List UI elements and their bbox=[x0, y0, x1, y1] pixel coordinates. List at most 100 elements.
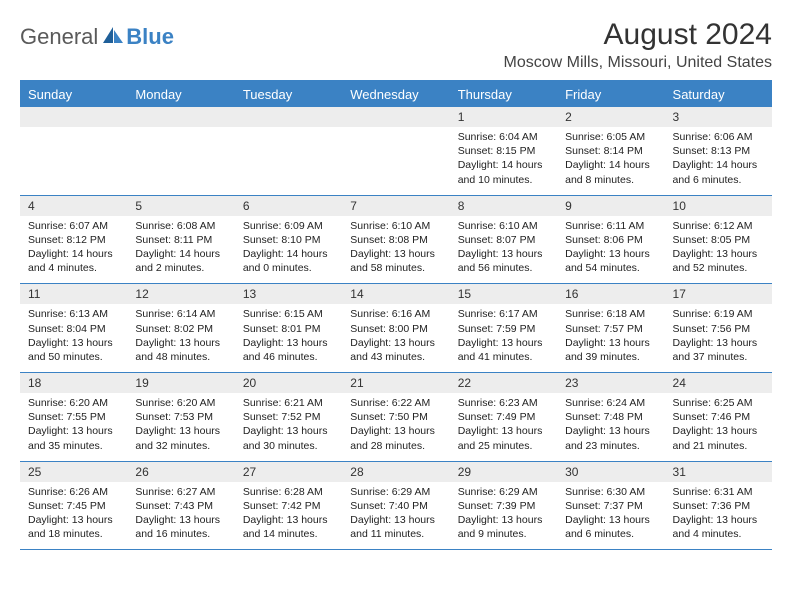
sunrise-text: Sunrise: 6:08 AM bbox=[135, 219, 226, 233]
day-number bbox=[235, 107, 342, 127]
day-details: Sunrise: 6:08 AMSunset: 8:11 PMDaylight:… bbox=[127, 216, 234, 284]
day-cell: 21Sunrise: 6:22 AMSunset: 7:50 PMDayligh… bbox=[342, 373, 449, 461]
day-number: 7 bbox=[342, 196, 449, 216]
day-number: 4 bbox=[20, 196, 127, 216]
daylight-text: Daylight: 13 hours and 32 minutes. bbox=[135, 424, 226, 452]
week-row: 18Sunrise: 6:20 AMSunset: 7:55 PMDayligh… bbox=[20, 373, 772, 462]
day-number: 2 bbox=[557, 107, 664, 127]
sunrise-text: Sunrise: 6:18 AM bbox=[565, 307, 656, 321]
day-details: Sunrise: 6:16 AMSunset: 8:00 PMDaylight:… bbox=[342, 304, 449, 372]
week-row: 11Sunrise: 6:13 AMSunset: 8:04 PMDayligh… bbox=[20, 284, 772, 373]
day-number: 23 bbox=[557, 373, 664, 393]
sunrise-text: Sunrise: 6:04 AM bbox=[458, 130, 549, 144]
daynames-row: SundayMondayTuesdayWednesdayThursdayFrid… bbox=[20, 82, 772, 107]
daylight-text: Daylight: 13 hours and 30 minutes. bbox=[243, 424, 334, 452]
sunrise-text: Sunrise: 6:13 AM bbox=[28, 307, 119, 321]
sunset-text: Sunset: 7:42 PM bbox=[243, 499, 334, 513]
daylight-text: Daylight: 13 hours and 35 minutes. bbox=[28, 424, 119, 452]
sunrise-text: Sunrise: 6:21 AM bbox=[243, 396, 334, 410]
day-cell: 29Sunrise: 6:29 AMSunset: 7:39 PMDayligh… bbox=[450, 462, 557, 550]
daylight-text: Daylight: 13 hours and 52 minutes. bbox=[673, 247, 764, 275]
day-details: Sunrise: 6:24 AMSunset: 7:48 PMDaylight:… bbox=[557, 393, 664, 461]
day-details: Sunrise: 6:23 AMSunset: 7:49 PMDaylight:… bbox=[450, 393, 557, 461]
daylight-text: Daylight: 13 hours and 54 minutes. bbox=[565, 247, 656, 275]
sunset-text: Sunset: 7:59 PM bbox=[458, 322, 549, 336]
day-details: Sunrise: 6:26 AMSunset: 7:45 PMDaylight:… bbox=[20, 482, 127, 550]
sunrise-text: Sunrise: 6:29 AM bbox=[350, 485, 441, 499]
day-cell: 7Sunrise: 6:10 AMSunset: 8:08 PMDaylight… bbox=[342, 196, 449, 284]
dayname-header: Saturday bbox=[665, 82, 772, 107]
day-cell: 17Sunrise: 6:19 AMSunset: 7:56 PMDayligh… bbox=[665, 284, 772, 372]
day-cell: 14Sunrise: 6:16 AMSunset: 8:00 PMDayligh… bbox=[342, 284, 449, 372]
day-number: 28 bbox=[342, 462, 449, 482]
sunset-text: Sunset: 7:40 PM bbox=[350, 499, 441, 513]
day-details: Sunrise: 6:11 AMSunset: 8:06 PMDaylight:… bbox=[557, 216, 664, 284]
sunrise-text: Sunrise: 6:23 AM bbox=[458, 396, 549, 410]
sunrise-text: Sunrise: 6:17 AM bbox=[458, 307, 549, 321]
weeks-container: 1Sunrise: 6:04 AMSunset: 8:15 PMDaylight… bbox=[20, 107, 772, 550]
day-number: 13 bbox=[235, 284, 342, 304]
sunset-text: Sunset: 7:39 PM bbox=[458, 499, 549, 513]
logo-text-general: General bbox=[20, 24, 98, 50]
sunset-text: Sunset: 7:52 PM bbox=[243, 410, 334, 424]
sunset-text: Sunset: 7:55 PM bbox=[28, 410, 119, 424]
day-cell: 22Sunrise: 6:23 AMSunset: 7:49 PMDayligh… bbox=[450, 373, 557, 461]
day-cell bbox=[235, 107, 342, 195]
day-details: Sunrise: 6:18 AMSunset: 7:57 PMDaylight:… bbox=[557, 304, 664, 372]
sunset-text: Sunset: 7:49 PM bbox=[458, 410, 549, 424]
sunrise-text: Sunrise: 6:28 AM bbox=[243, 485, 334, 499]
sunset-text: Sunset: 8:04 PM bbox=[28, 322, 119, 336]
day-details: Sunrise: 6:13 AMSunset: 8:04 PMDaylight:… bbox=[20, 304, 127, 372]
sunset-text: Sunset: 8:08 PM bbox=[350, 233, 441, 247]
day-details: Sunrise: 6:09 AMSunset: 8:10 PMDaylight:… bbox=[235, 216, 342, 284]
day-cell: 3Sunrise: 6:06 AMSunset: 8:13 PMDaylight… bbox=[665, 107, 772, 195]
day-cell: 9Sunrise: 6:11 AMSunset: 8:06 PMDaylight… bbox=[557, 196, 664, 284]
day-number: 14 bbox=[342, 284, 449, 304]
sunrise-text: Sunrise: 6:26 AM bbox=[28, 485, 119, 499]
sunrise-text: Sunrise: 6:15 AM bbox=[243, 307, 334, 321]
day-number: 9 bbox=[557, 196, 664, 216]
sunset-text: Sunset: 8:07 PM bbox=[458, 233, 549, 247]
daylight-text: Daylight: 13 hours and 41 minutes. bbox=[458, 336, 549, 364]
daylight-text: Daylight: 13 hours and 48 minutes. bbox=[135, 336, 226, 364]
day-cell: 31Sunrise: 6:31 AMSunset: 7:36 PMDayligh… bbox=[665, 462, 772, 550]
daylight-text: Daylight: 13 hours and 6 minutes. bbox=[565, 513, 656, 541]
day-cell: 4Sunrise: 6:07 AMSunset: 8:12 PMDaylight… bbox=[20, 196, 127, 284]
day-number: 20 bbox=[235, 373, 342, 393]
sunset-text: Sunset: 8:02 PM bbox=[135, 322, 226, 336]
sunset-text: Sunset: 7:48 PM bbox=[565, 410, 656, 424]
day-details: Sunrise: 6:29 AMSunset: 7:40 PMDaylight:… bbox=[342, 482, 449, 550]
daylight-text: Daylight: 13 hours and 11 minutes. bbox=[350, 513, 441, 541]
day-details: Sunrise: 6:07 AMSunset: 8:12 PMDaylight:… bbox=[20, 216, 127, 284]
day-number: 15 bbox=[450, 284, 557, 304]
day-number: 8 bbox=[450, 196, 557, 216]
daylight-text: Daylight: 13 hours and 56 minutes. bbox=[458, 247, 549, 275]
daylight-text: Daylight: 13 hours and 4 minutes. bbox=[673, 513, 764, 541]
day-details bbox=[127, 127, 234, 185]
dayname-header: Sunday bbox=[20, 82, 127, 107]
daylight-text: Daylight: 13 hours and 21 minutes. bbox=[673, 424, 764, 452]
day-number: 6 bbox=[235, 196, 342, 216]
sunset-text: Sunset: 8:05 PM bbox=[673, 233, 764, 247]
sail-icon bbox=[102, 26, 124, 49]
day-details: Sunrise: 6:04 AMSunset: 8:15 PMDaylight:… bbox=[450, 127, 557, 195]
day-number: 30 bbox=[557, 462, 664, 482]
day-number: 19 bbox=[127, 373, 234, 393]
day-details: Sunrise: 6:25 AMSunset: 7:46 PMDaylight:… bbox=[665, 393, 772, 461]
day-cell bbox=[127, 107, 234, 195]
day-cell: 19Sunrise: 6:20 AMSunset: 7:53 PMDayligh… bbox=[127, 373, 234, 461]
day-details: Sunrise: 6:31 AMSunset: 7:36 PMDaylight:… bbox=[665, 482, 772, 550]
dayname-header: Tuesday bbox=[235, 82, 342, 107]
day-cell: 11Sunrise: 6:13 AMSunset: 8:04 PMDayligh… bbox=[20, 284, 127, 372]
day-cell: 8Sunrise: 6:10 AMSunset: 8:07 PMDaylight… bbox=[450, 196, 557, 284]
day-details: Sunrise: 6:17 AMSunset: 7:59 PMDaylight:… bbox=[450, 304, 557, 372]
daylight-text: Daylight: 13 hours and 14 minutes. bbox=[243, 513, 334, 541]
day-cell: 24Sunrise: 6:25 AMSunset: 7:46 PMDayligh… bbox=[665, 373, 772, 461]
title-block: August 2024 Moscow Mills, Missouri, Unit… bbox=[503, 18, 772, 72]
sunset-text: Sunset: 8:14 PM bbox=[565, 144, 656, 158]
week-row: 1Sunrise: 6:04 AMSunset: 8:15 PMDaylight… bbox=[20, 107, 772, 196]
daylight-text: Daylight: 13 hours and 23 minutes. bbox=[565, 424, 656, 452]
logo-text-blue: Blue bbox=[126, 24, 174, 50]
sunrise-text: Sunrise: 6:29 AM bbox=[458, 485, 549, 499]
day-cell: 20 Sunrise: 6:21 AMSunset: 7:52 PMDayligh… bbox=[235, 373, 342, 461]
